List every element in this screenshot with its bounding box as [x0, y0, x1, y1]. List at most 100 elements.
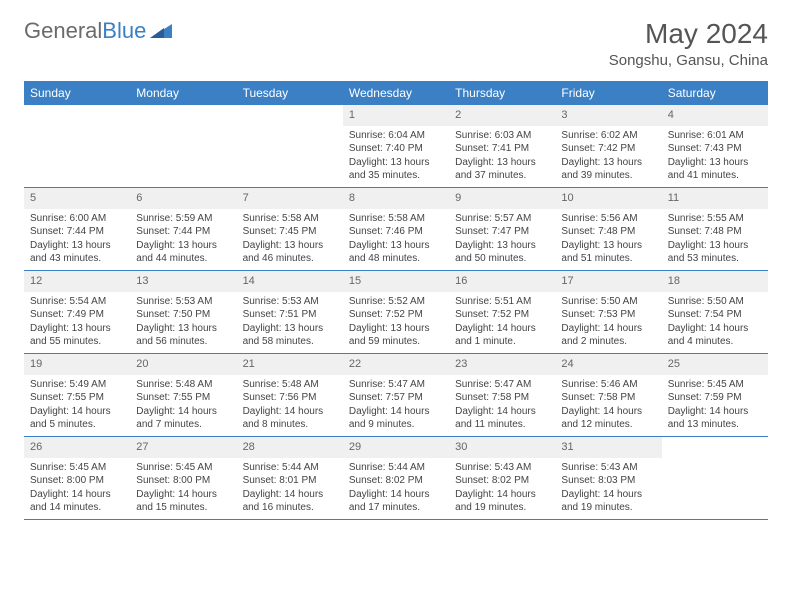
- day-number: 22: [343, 354, 449, 375]
- day-number: 7: [237, 188, 343, 209]
- day-number: 30: [449, 437, 555, 458]
- day-body: Sunrise: 5:56 AMSunset: 7:48 PMDaylight:…: [555, 212, 661, 270]
- sunrise-text: Sunrise: 5:48 AM: [243, 378, 337, 392]
- day-body: Sunrise: 5:59 AMSunset: 7:44 PMDaylight:…: [130, 212, 236, 270]
- daylight-text-1: Daylight: 14 hours: [561, 405, 655, 419]
- day-number: [237, 105, 343, 111]
- sunrise-text: Sunrise: 5:51 AM: [455, 295, 549, 309]
- daylight-text-1: Daylight: 13 hours: [668, 239, 762, 253]
- daylight-text-2: and 44 minutes.: [136, 252, 230, 266]
- day-number: 18: [662, 271, 768, 292]
- calendar-day-cell: 11Sunrise: 5:55 AMSunset: 7:48 PMDayligh…: [662, 188, 768, 270]
- day-body: Sunrise: 5:44 AMSunset: 8:01 PMDaylight:…: [237, 461, 343, 519]
- day-number: 20: [130, 354, 236, 375]
- day-body: Sunrise: 5:44 AMSunset: 8:02 PMDaylight:…: [343, 461, 449, 519]
- daylight-text-2: and 14 minutes.: [30, 501, 124, 515]
- daylight-text-1: Daylight: 13 hours: [349, 322, 443, 336]
- sunset-text: Sunset: 7:55 PM: [30, 391, 124, 405]
- calendar-week-row: 26Sunrise: 5:45 AMSunset: 8:00 PMDayligh…: [24, 437, 768, 520]
- calendar-day-cell: 26Sunrise: 5:45 AMSunset: 8:00 PMDayligh…: [24, 437, 130, 519]
- daylight-text-1: Daylight: 13 hours: [243, 239, 337, 253]
- weekday-header: Saturday: [662, 81, 768, 105]
- calendar-week-row: 5Sunrise: 6:00 AMSunset: 7:44 PMDaylight…: [24, 188, 768, 271]
- calendar-week-row: 1 Sunrise: 6:04 AMSunset: 7:40 PMDaylight…: [24, 105, 768, 188]
- daylight-text-1: Daylight: 13 hours: [455, 156, 549, 170]
- daylight-text-2: and 39 minutes.: [561, 169, 655, 183]
- sunrise-text: Sunrise: 5:53 AM: [136, 295, 230, 309]
- sunset-text: Sunset: 7:58 PM: [561, 391, 655, 405]
- daylight-text-1: Daylight: 13 hours: [561, 156, 655, 170]
- day-number: 1: [343, 105, 449, 126]
- calendar-week-row: 12Sunrise: 5:54 AMSunset: 7:49 PMDayligh…: [24, 271, 768, 354]
- day-body: Sunrise: 5:57 AMSunset: 7:47 PMDaylight:…: [449, 212, 555, 270]
- day-number: 16: [449, 271, 555, 292]
- day-body: Sunrise: 5:53 AMSunset: 7:50 PMDaylight:…: [130, 295, 236, 353]
- day-number: [24, 105, 130, 111]
- daylight-text-1: Daylight: 14 hours: [455, 405, 549, 419]
- daylight-text-2: and 7 minutes.: [136, 418, 230, 432]
- sunrise-text: Sunrise: 5:48 AM: [136, 378, 230, 392]
- weekday-header: Tuesday: [237, 81, 343, 105]
- daylight-text-1: Daylight: 13 hours: [30, 239, 124, 253]
- sunrise-text: Sunrise: 5:44 AM: [243, 461, 337, 475]
- daylight-text-2: and 37 minutes.: [455, 169, 549, 183]
- calendar-day-cell: 31Sunrise: 5:43 AMSunset: 8:03 PMDayligh…: [555, 437, 661, 519]
- sunrise-text: Sunrise: 5:44 AM: [349, 461, 443, 475]
- daylight-text-2: and 13 minutes.: [668, 418, 762, 432]
- day-body: Sunrise: 5:50 AMSunset: 7:54 PMDaylight:…: [662, 295, 768, 353]
- sunrise-text: Sunrise: 5:50 AM: [668, 295, 762, 309]
- daylight-text-1: Daylight: 14 hours: [243, 405, 337, 419]
- calendar-day-cell: 21Sunrise: 5:48 AMSunset: 7:56 PMDayligh…: [237, 354, 343, 436]
- sunrise-text: Sunrise: 5:43 AM: [455, 461, 549, 475]
- calendar-day-cell: 10 Sunrise: 5:56 AMSunset: 7:48 PMDayligh…: [555, 188, 661, 270]
- daylight-text-2: and 2 minutes.: [561, 335, 655, 349]
- calendar-day-cell: 24Sunrise: 5:46 AMSunset: 7:58 PMDayligh…: [555, 354, 661, 436]
- sunrise-text: Sunrise: 5:45 AM: [30, 461, 124, 475]
- day-number: 19: [24, 354, 130, 375]
- sunrise-text: Sunrise: 6:03 AM: [455, 129, 549, 143]
- day-number: 15: [343, 271, 449, 292]
- sunset-text: Sunset: 8:02 PM: [455, 474, 549, 488]
- calendar-day-cell: [237, 105, 343, 187]
- sunrise-text: Sunrise: 5:52 AM: [349, 295, 443, 309]
- sunrise-text: Sunrise: 5:55 AM: [668, 212, 762, 226]
- day-number: 9: [449, 188, 555, 209]
- daylight-text-1: Daylight: 13 hours: [561, 239, 655, 253]
- sunset-text: Sunset: 7:58 PM: [455, 391, 549, 405]
- calendar-day-cell: 20Sunrise: 5:48 AMSunset: 7:55 PMDayligh…: [130, 354, 236, 436]
- weekday-header-row: Sunday Monday Tuesday Wednesday Thursday…: [24, 81, 768, 105]
- calendar-day-cell: 30Sunrise: 5:43 AMSunset: 8:02 PMDayligh…: [449, 437, 555, 519]
- day-body: Sunrise: 6:04 AMSunset: 7:40 PMDaylight:…: [343, 129, 449, 187]
- day-number: 8: [343, 188, 449, 209]
- sunset-text: Sunset: 7:51 PM: [243, 308, 337, 322]
- sunset-text: Sunset: 8:02 PM: [349, 474, 443, 488]
- page-header: GeneralBlue May 2024 Songshu, Gansu, Chi…: [24, 18, 768, 69]
- day-number: 26: [24, 437, 130, 458]
- sunrise-text: Sunrise: 5:45 AM: [136, 461, 230, 475]
- day-number: [662, 437, 768, 443]
- daylight-text-2: and 53 minutes.: [668, 252, 762, 266]
- weekday-header: Monday: [130, 81, 236, 105]
- calendar-day-cell: 16Sunrise: 5:51 AMSunset: 7:52 PMDayligh…: [449, 271, 555, 353]
- sunset-text: Sunset: 7:56 PM: [243, 391, 337, 405]
- calendar-day-cell: 27Sunrise: 5:45 AMSunset: 8:00 PMDayligh…: [130, 437, 236, 519]
- calendar-day-cell: 8Sunrise: 5:58 AMSunset: 7:46 PMDaylight…: [343, 188, 449, 270]
- daylight-text-1: Daylight: 14 hours: [243, 488, 337, 502]
- day-number: 23: [449, 354, 555, 375]
- day-number: 10: [555, 188, 661, 209]
- day-number: [130, 105, 236, 111]
- day-number: 3: [555, 105, 661, 126]
- day-body: Sunrise: 5:52 AMSunset: 7:52 PMDaylight:…: [343, 295, 449, 353]
- sunset-text: Sunset: 7:47 PM: [455, 225, 549, 239]
- calendar-day-cell: 28Sunrise: 5:44 AMSunset: 8:01 PMDayligh…: [237, 437, 343, 519]
- daylight-text-2: and 19 minutes.: [455, 501, 549, 515]
- location-text: Songshu, Gansu, China: [609, 52, 768, 69]
- day-body: Sunrise: 6:03 AMSunset: 7:41 PMDaylight:…: [449, 129, 555, 187]
- weekday-header: Friday: [555, 81, 661, 105]
- daylight-text-1: Daylight: 14 hours: [349, 488, 443, 502]
- title-block: May 2024 Songshu, Gansu, China: [609, 18, 768, 69]
- day-body: Sunrise: 5:54 AMSunset: 7:49 PMDaylight:…: [24, 295, 130, 353]
- sunset-text: Sunset: 7:50 PM: [136, 308, 230, 322]
- calendar-day-cell: 3Sunrise: 6:02 AMSunset: 7:42 PMDaylight…: [555, 105, 661, 187]
- calendar-day-cell: [662, 437, 768, 519]
